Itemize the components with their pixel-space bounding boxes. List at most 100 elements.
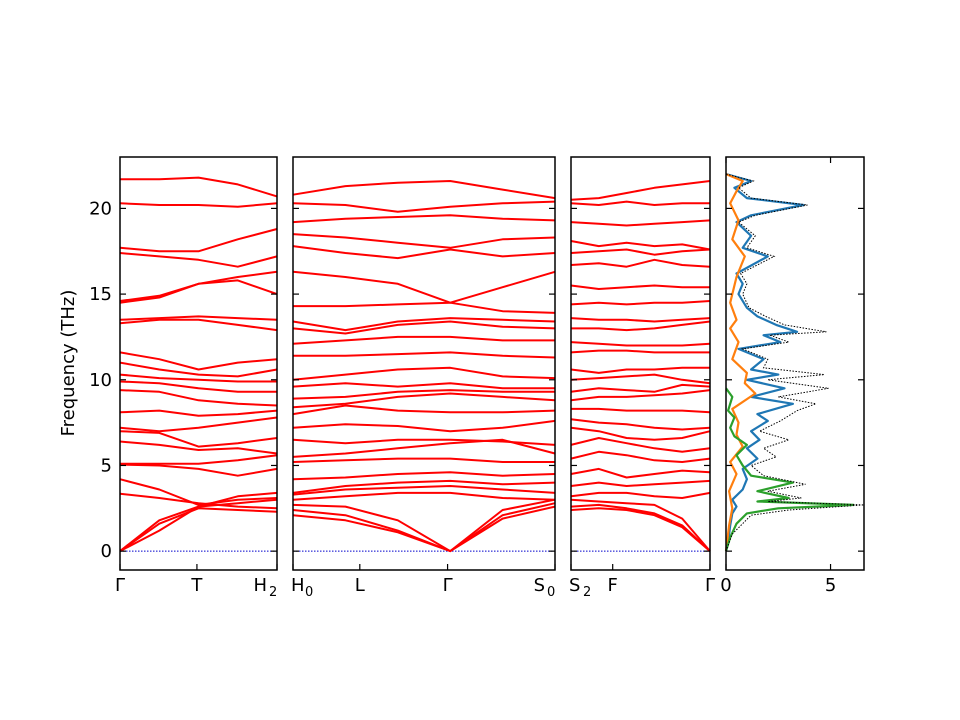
phonon-band bbox=[292, 382, 555, 390]
phonon-band bbox=[292, 404, 556, 416]
dos-x-tick-label: 0 bbox=[720, 575, 731, 596]
phonon-band bbox=[292, 233, 556, 249]
phonon-band bbox=[292, 491, 556, 501]
phonon-band bbox=[570, 498, 711, 552]
band-panel-3 bbox=[570, 156, 711, 571]
phonon-band bbox=[570, 300, 711, 306]
dos-frame bbox=[725, 156, 865, 571]
phonon-band bbox=[570, 258, 711, 268]
x-tick-label: S bbox=[534, 575, 545, 596]
y-tick-label: 10 bbox=[89, 370, 112, 391]
phonon-band bbox=[292, 320, 556, 335]
phonon-band bbox=[570, 200, 710, 206]
phonon-band bbox=[571, 320, 711, 332]
phonon-band bbox=[570, 317, 711, 323]
phonon-band bbox=[119, 409, 278, 417]
band-panel-1 bbox=[119, 156, 278, 571]
phonon-band bbox=[119, 491, 278, 552]
phonon-band bbox=[570, 418, 711, 431]
dos-projected-series bbox=[724, 387, 855, 552]
phonon-band bbox=[119, 228, 278, 253]
phonon-band bbox=[292, 392, 556, 409]
phonon-band bbox=[292, 245, 556, 260]
panel-frame bbox=[292, 156, 556, 571]
dos-x-tick-label: 5 bbox=[825, 575, 836, 596]
phonon-band bbox=[119, 492, 278, 510]
phonon-band bbox=[292, 366, 556, 381]
panel-frame bbox=[570, 156, 711, 571]
y-axis-label: Frequency (THz) bbox=[58, 290, 79, 437]
x-tick-label: H bbox=[291, 575, 305, 596]
phonon-band bbox=[570, 426, 711, 441]
phonon-band bbox=[570, 503, 711, 552]
phonon-band bbox=[292, 317, 556, 332]
phonon-band bbox=[119, 373, 277, 383]
phonon-band bbox=[119, 380, 277, 393]
phonon-band bbox=[292, 502, 556, 553]
phonon-band bbox=[293, 301, 556, 314]
phonon-band bbox=[119, 315, 278, 321]
phonon-band bbox=[119, 351, 278, 371]
phonon-band bbox=[120, 176, 278, 198]
phonon-band bbox=[119, 478, 278, 506]
phonon-band bbox=[292, 419, 556, 433]
dos-panel bbox=[724, 156, 865, 571]
dos-projected-series bbox=[724, 173, 805, 552]
phonon-band bbox=[570, 219, 711, 227]
phonon-band bbox=[119, 389, 278, 407]
phonon-band bbox=[292, 457, 555, 463]
x-tick-label: Γ bbox=[705, 575, 715, 596]
phonon-band bbox=[570, 180, 711, 201]
y-tick-label: 20 bbox=[89, 198, 112, 219]
phonon-band bbox=[119, 361, 278, 378]
phonon-band bbox=[292, 270, 556, 304]
x-tick-label: T bbox=[190, 575, 203, 596]
x-tick-label-subscript: 0 bbox=[305, 585, 313, 600]
panel-frame bbox=[119, 156, 278, 571]
x-tick-label: F bbox=[608, 575, 618, 596]
phonon-band bbox=[292, 498, 556, 553]
phonon-band bbox=[119, 270, 278, 302]
phonon-band bbox=[292, 471, 556, 481]
y-tick-label: 15 bbox=[89, 284, 112, 305]
phonon-band bbox=[292, 214, 556, 224]
phonon-band bbox=[292, 485, 556, 496]
x-tick-label: L bbox=[355, 575, 365, 596]
y-tick-label: 0 bbox=[101, 541, 112, 562]
phonon-band bbox=[292, 389, 555, 400]
phonon-band bbox=[570, 507, 711, 552]
phonon-band bbox=[119, 416, 278, 433]
phonon-band bbox=[570, 248, 711, 256]
phonon-band bbox=[119, 507, 278, 552]
phonon-band bbox=[120, 454, 278, 465]
phonon-band bbox=[292, 479, 556, 494]
phonon-band bbox=[570, 437, 711, 453]
phonon-band bbox=[292, 335, 555, 345]
phonon-band bbox=[570, 284, 710, 290]
x-tick-label: Γ bbox=[115, 575, 125, 596]
phonon-band bbox=[570, 467, 711, 479]
x-tick-label-subscript: 0 bbox=[547, 585, 555, 600]
phonon-band bbox=[119, 430, 278, 448]
phonon-band bbox=[570, 491, 711, 499]
phonon-band bbox=[293, 351, 556, 359]
phonon-band bbox=[119, 252, 278, 268]
x-tick-label-subscript: 2 bbox=[269, 585, 277, 600]
x-tick-label-subscript: 2 bbox=[583, 585, 591, 600]
phonon-band bbox=[570, 349, 710, 354]
phonon-band bbox=[570, 366, 710, 374]
x-tick-label: H bbox=[253, 575, 267, 596]
phonon-band bbox=[119, 318, 278, 332]
phonon-band bbox=[570, 240, 711, 251]
phonon-band bbox=[570, 383, 711, 393]
phonon-band bbox=[570, 479, 711, 487]
x-tick-label: S bbox=[569, 575, 580, 596]
y-tick-label: 5 bbox=[101, 455, 112, 476]
phonon-band bbox=[119, 463, 278, 477]
phonon-band bbox=[570, 373, 711, 385]
dos-projected-series bbox=[724, 173, 757, 552]
band-panel-2 bbox=[292, 156, 556, 571]
